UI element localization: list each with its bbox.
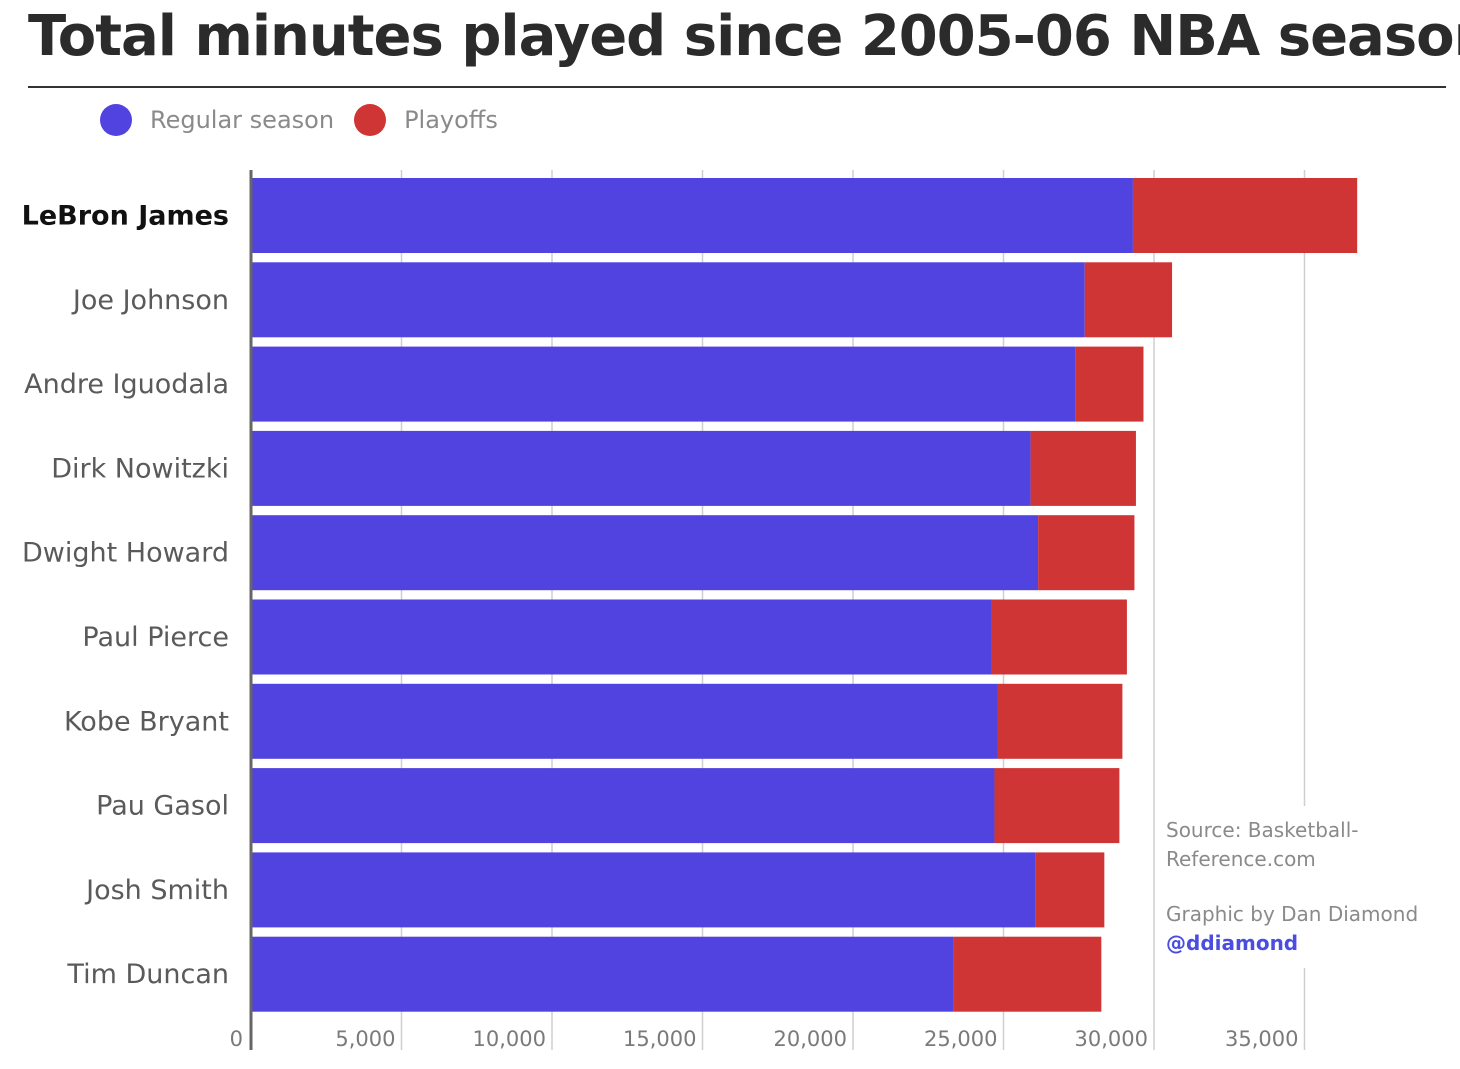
annotation-spacer xyxy=(1166,874,1426,900)
category-label-kobe-bryant: Kobe Bryant xyxy=(64,706,229,737)
bar-regular-season-andre-iguodala xyxy=(251,346,1076,422)
source-annotation: Source: Basketball- Reference.com Graphi… xyxy=(1160,806,1432,968)
x-tick-label-25000: 25,000 xyxy=(924,1027,997,1051)
bar-playoffs-paul-pierce xyxy=(991,599,1127,675)
bar-regular-season-paul-pierce xyxy=(251,599,992,675)
category-label-tim-duncan: Tim Duncan xyxy=(66,959,229,990)
bar-playoffs-joe-johnson xyxy=(1084,262,1173,338)
legend-item-playoffs: Playoffs xyxy=(354,104,498,136)
x-tick-label-30000: 30,000 xyxy=(1075,1027,1148,1051)
source-line-1: Source: Basketball- xyxy=(1166,818,1359,842)
legend: Regular season Playoffs xyxy=(100,100,518,140)
category-label-dwight-howard: Dwight Howard xyxy=(22,538,229,569)
bar-playoffs-dirk-nowitzki xyxy=(1030,430,1136,506)
bar-playoffs-josh-smith xyxy=(1035,852,1105,928)
category-label-lebron-james: LeBron James xyxy=(22,201,229,232)
bar-playoffs-tim-duncan xyxy=(953,936,1102,1012)
bar-playoffs-lebron-james xyxy=(1132,178,1358,253)
bar-regular-season-lebron-james xyxy=(251,178,1133,253)
bar-playoffs-andre-iguodala xyxy=(1075,346,1144,422)
bar-regular-season-dirk-nowitzki xyxy=(251,430,1031,506)
bar-regular-season-pau-gasol xyxy=(251,768,995,844)
category-label-pau-gasol: Pau Gasol xyxy=(96,791,229,822)
legend-label-regular-season: Regular season xyxy=(150,106,335,134)
legend-swatch-regular-season xyxy=(100,104,132,136)
title-divider xyxy=(28,86,1446,88)
x-tick-label-10000: 10,000 xyxy=(473,1027,546,1051)
bar-playoffs-dwight-howard xyxy=(1038,515,1135,591)
legend-label-playoffs: Playoffs xyxy=(404,106,498,134)
bar-regular-season-kobe-bryant xyxy=(251,683,998,759)
twitter-handle-link[interactable]: @ddiamond xyxy=(1166,931,1299,955)
category-label-joe-johnson: Joe Johnson xyxy=(71,285,229,316)
bar-regular-season-dwight-howard xyxy=(251,515,1039,591)
x-tick-label-15000: 15,000 xyxy=(623,1027,696,1051)
category-label-dirk-nowitzki: Dirk Nowitzki xyxy=(51,453,229,484)
x-tick-label-5000: 5,000 xyxy=(335,1027,395,1051)
chart-title: Total minutes played since 2005-06 NBA s… xyxy=(28,4,1460,69)
legend-swatch-playoffs xyxy=(354,104,387,136)
category-label-josh-smith: Josh Smith xyxy=(84,875,229,906)
x-tick-label-20000: 20,000 xyxy=(774,1027,847,1051)
bar-regular-season-josh-smith xyxy=(251,852,1036,928)
x-tick-label-35000: 35,000 xyxy=(1225,1027,1298,1051)
bar-playoffs-pau-gasol xyxy=(994,768,1120,844)
bar-playoffs-kobe-bryant xyxy=(997,683,1123,759)
credit-text: Graphic by Dan Diamond xyxy=(1166,902,1419,926)
source-line-2: Reference.com xyxy=(1166,847,1316,871)
bar-regular-season-joe-johnson xyxy=(251,262,1085,338)
category-label-andre-iguodala: Andre Iguodala xyxy=(24,369,229,400)
category-label-paul-pierce: Paul Pierce xyxy=(82,622,229,653)
bar-regular-season-tim-duncan xyxy=(251,936,954,1012)
x-tick-label-0: 0 xyxy=(230,1027,243,1051)
legend-item-regular-season: Regular season xyxy=(100,104,334,136)
